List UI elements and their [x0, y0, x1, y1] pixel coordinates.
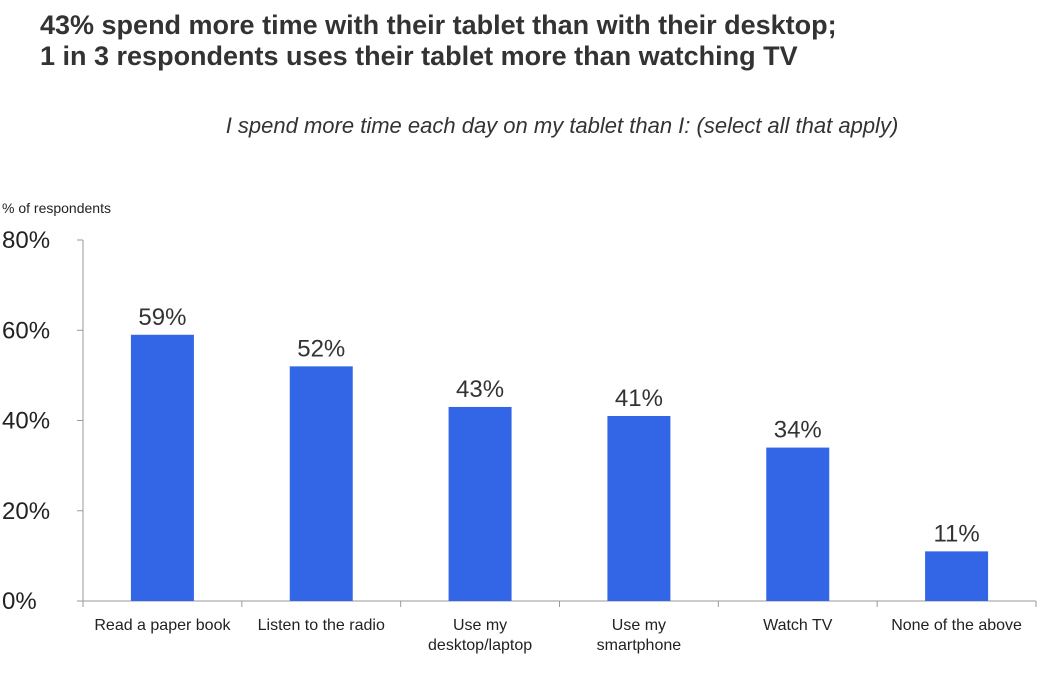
x-category-label: desktop/laptop: [428, 637, 532, 654]
y-tick-label: 20%: [2, 498, 50, 525]
y-tick-label: 0%: [2, 588, 37, 615]
y-tick-label: 80%: [2, 227, 50, 254]
bar-value-label: 43%: [456, 376, 504, 403]
bar: [925, 551, 989, 601]
bar-value-label: 52%: [297, 335, 345, 362]
x-category-label: smartphone: [597, 637, 682, 654]
y-axis-label: % of respondents: [2, 200, 111, 216]
y-tick-label: 40%: [2, 408, 50, 435]
bar: [130, 334, 194, 601]
x-category-label: Listen to the radio: [258, 617, 385, 634]
y-tick-label: 60%: [2, 317, 50, 344]
title-line-1: 43% spend more time with their tablet th…: [40, 10, 837, 40]
chart-subtitle: I spend more time each day on my tablet …: [225, 113, 899, 138]
x-category-label: Watch TV: [763, 617, 833, 634]
bar-value-label: 11%: [933, 520, 979, 547]
bar-value-label: 34%: [774, 417, 822, 444]
bar: [607, 415, 671, 601]
chart-title: 43% spend more time with their tablet th…: [40, 10, 1040, 72]
title-line-2: 1 in 3 respondents uses their tablet mor…: [40, 41, 798, 71]
bar: [448, 406, 512, 601]
bar: [766, 447, 830, 601]
bar: [289, 366, 353, 601]
bar-value-label: 59%: [138, 304, 186, 331]
x-category-label: Use my: [453, 617, 507, 634]
x-category-label: None of the above: [891, 617, 1022, 634]
x-category-label: Read a paper book: [94, 617, 231, 634]
x-category-label: Use my: [612, 617, 666, 634]
bar-value-label: 41%: [615, 385, 663, 412]
